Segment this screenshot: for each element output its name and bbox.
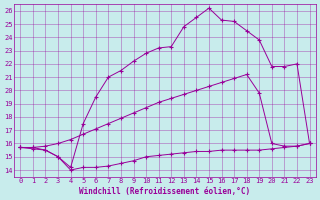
X-axis label: Windchill (Refroidissement éolien,°C): Windchill (Refroidissement éolien,°C) [79,187,251,196]
